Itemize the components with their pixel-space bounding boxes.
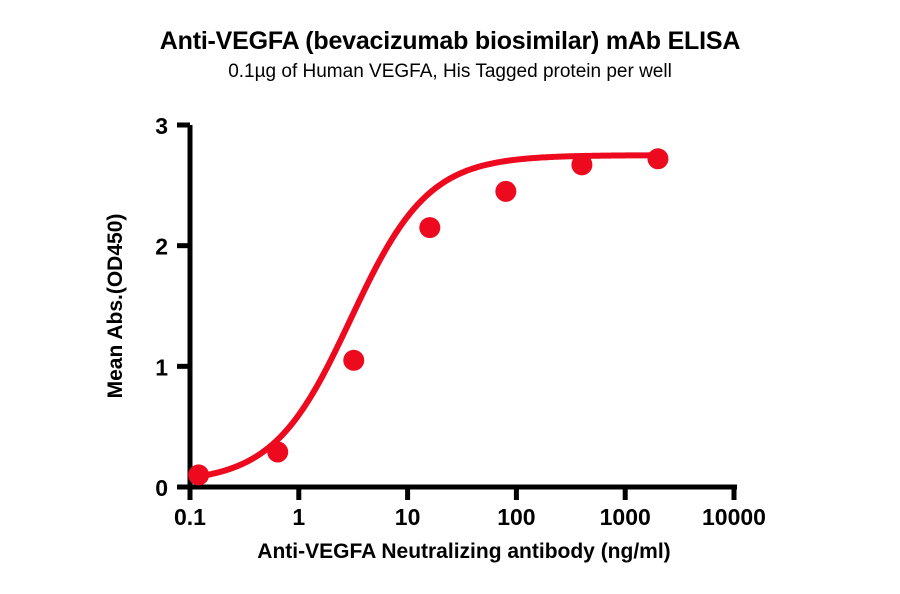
y-tick-label: 1: [155, 354, 168, 380]
chart-figure: Anti-VEGFA (bevacizumab biosimilar) mAb …: [0, 0, 900, 594]
data-point: [188, 464, 209, 485]
x-axis-tick-labels: 0.1 1 10 100 1000 10000: [174, 504, 766, 530]
y-tick-label: 0: [155, 475, 168, 501]
axis-lines: [188, 125, 738, 487]
x-tick-label: 1: [292, 504, 305, 530]
x-tick-label: 0.1: [174, 504, 206, 530]
data-point: [495, 181, 516, 202]
y-tick-label: 3: [155, 113, 168, 139]
y-tick-label: 2: [155, 234, 168, 260]
fit-curve: [199, 155, 658, 476]
data-point-group: [188, 148, 668, 485]
data-point: [571, 154, 592, 175]
data-point: [267, 442, 288, 463]
x-tick-label: 10000: [702, 504, 766, 530]
data-point: [647, 148, 668, 169]
data-point: [419, 217, 440, 238]
y-axis-tick-labels: 0 1 2 3: [155, 113, 168, 501]
x-axis-title: Anti-VEGFA Neutralizing antibody (ng/ml): [257, 540, 670, 563]
plot-area: 0 1 2 3 0.1 1 10 100 1000 10000 Anti-VEGFA Neutr…: [0, 0, 900, 594]
y-axis-title: Mean Abs.(OD450): [104, 214, 127, 399]
x-tick-label: 10: [395, 504, 421, 530]
x-tick-label: 100: [497, 504, 535, 530]
data-point: [343, 350, 364, 371]
x-tick-label: 1000: [600, 504, 651, 530]
